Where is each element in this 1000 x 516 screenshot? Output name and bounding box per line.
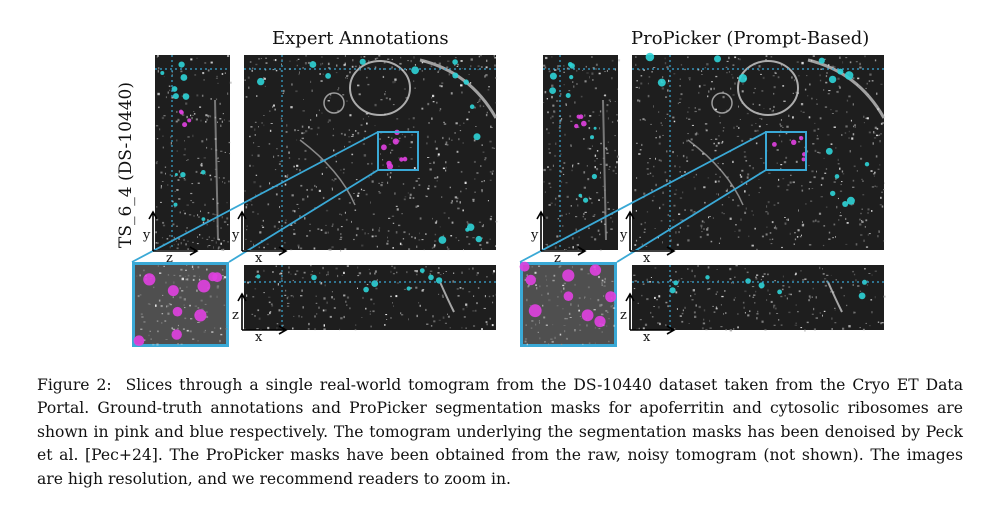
propicker-yz-axis-y: y [531, 228, 539, 243]
noise-speck [495, 293, 498, 296]
expert-xy-axis-x: x [255, 251, 263, 266]
noise-speck [618, 59, 621, 62]
propicker-xz-axis-x: x [643, 330, 651, 345]
propicker-xy-axis-y: y [620, 228, 628, 243]
noise-speck [229, 81, 232, 84]
propicker-xy-axis-x: x [643, 251, 651, 266]
propicker-xz-slice [632, 265, 884, 330]
expert-xz-slice [244, 265, 496, 330]
expert-xy-slice [244, 55, 496, 250]
row-label: TS_6_4 (DS-10440) [116, 81, 136, 248]
panel-title-expert: Expert Annotations [272, 28, 449, 49]
expert-yz-axis-y: y [143, 228, 151, 243]
expert-yz-slice [155, 55, 230, 250]
expert-xy-axis-y: y [232, 228, 240, 243]
propicker-yz-slice [543, 55, 618, 250]
panel-title-propicker: ProPicker (Prompt-Based) [631, 28, 870, 49]
propicker-xz-axis-z: z [620, 308, 627, 323]
expert-zoom-inset [132, 262, 229, 347]
propicker-xy-slice [632, 55, 884, 250]
expert-xz-axis-x: x [255, 330, 263, 345]
caption-text: Slices through a single real-world tomog… [37, 376, 963, 488]
expert-xz-axis-z: z [232, 308, 239, 323]
propicker-yz-axis-z: z [554, 251, 561, 266]
noise-speck [884, 182, 885, 184]
noise-speck [340, 249, 342, 252]
expert-yz-axis-z: z [166, 251, 173, 266]
figure-caption: Figure 2: Slices through a single real-w… [37, 374, 963, 491]
propicker-zoom-inset [520, 262, 617, 347]
caption-label: Figure 2: [37, 376, 112, 394]
